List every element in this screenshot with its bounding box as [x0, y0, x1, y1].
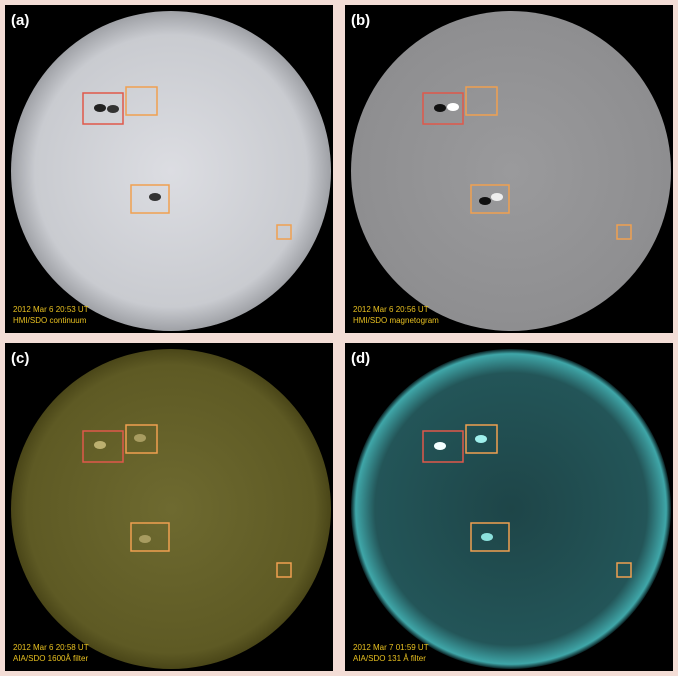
region-box	[422, 92, 464, 125]
active-region	[149, 193, 161, 201]
region-box	[616, 562, 632, 578]
panel-label: (b)	[351, 12, 370, 29]
active-region	[94, 441, 106, 449]
active-region	[447, 103, 459, 111]
panel: (b) 2012 Mar 6 20:56 UT HMI/SDO magnetogra…	[345, 5, 673, 333]
region-box	[422, 430, 464, 463]
active-region	[491, 193, 503, 201]
active-region	[94, 104, 106, 112]
region-box	[465, 86, 498, 116]
region-box	[82, 430, 124, 463]
active-region	[434, 104, 446, 112]
active-region	[107, 105, 119, 113]
panel-instrument: AIA/SDO 1600Å filter	[13, 654, 88, 663]
active-region	[134, 434, 146, 442]
region-box	[465, 424, 498, 454]
region-box	[616, 224, 632, 240]
active-region	[434, 442, 446, 450]
solar-disk	[351, 11, 671, 331]
panel-instrument: HMI/SDO magnetogram	[353, 316, 439, 325]
region-box	[276, 562, 292, 578]
active-region	[481, 533, 493, 541]
active-region	[475, 435, 487, 443]
panel-label: (c)	[11, 350, 29, 367]
region-box	[130, 522, 170, 552]
panel: (d) 2012 Mar 7 01:59 UT AIA/SDO 131 Å filt…	[345, 343, 673, 671]
region-box	[125, 424, 158, 454]
solar-disk	[11, 11, 331, 331]
solar-disk	[351, 349, 671, 669]
panel-date: 2012 Mar 7 01:59 UT	[353, 643, 429, 652]
solar-disk	[11, 349, 331, 669]
panel-date: 2012 Mar 6 20:58 UT	[13, 643, 89, 652]
panel: (c) 2012 Mar 6 20:58 UT AIA/SDO 1600Å filt…	[5, 343, 333, 671]
active-region	[479, 197, 491, 205]
region-box	[470, 522, 510, 552]
panel-date: 2012 Mar 6 20:53 UT	[13, 305, 89, 314]
region-box	[470, 184, 510, 214]
region-box	[276, 224, 292, 240]
panel-date: 2012 Mar 6 20:56 UT	[353, 305, 429, 314]
panel-label: (d)	[351, 350, 370, 367]
panel-instrument: HMI/SDO continuum	[13, 316, 87, 325]
region-box	[130, 184, 170, 214]
active-region	[139, 535, 151, 543]
panel-label: (a)	[11, 12, 29, 29]
region-box	[82, 92, 124, 125]
region-box	[125, 86, 158, 116]
panel: (a) 2012 Mar 6 20:53 UT HMI/SDO continuum	[5, 5, 333, 333]
panel-instrument: AIA/SDO 131 Å filter	[353, 654, 426, 663]
